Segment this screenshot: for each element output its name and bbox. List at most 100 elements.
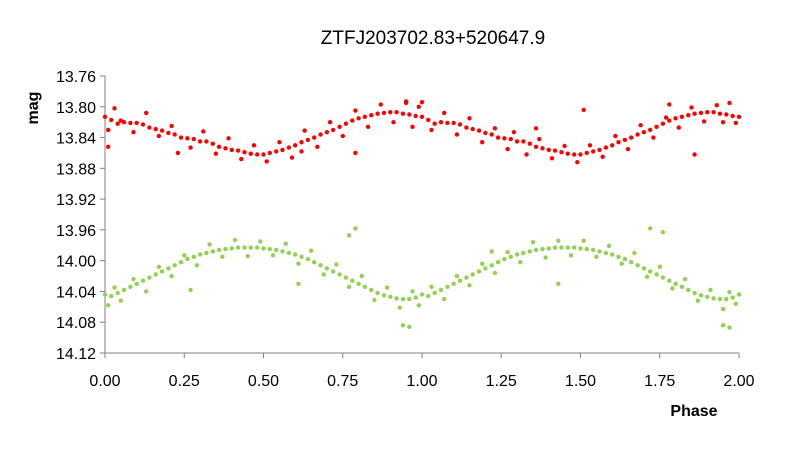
data-point (644, 274, 650, 279)
data-point (213, 151, 219, 156)
data-point (166, 266, 171, 271)
data-point (102, 114, 108, 120)
data-point (147, 125, 152, 130)
data-point (572, 152, 577, 157)
data-point (106, 303, 111, 308)
data-point (410, 289, 415, 294)
data-point (353, 108, 358, 113)
data-point (109, 293, 114, 299)
data-point (616, 140, 621, 145)
data-point (267, 246, 272, 252)
data-point (324, 266, 330, 271)
data-point (514, 252, 520, 257)
data-point (470, 272, 475, 277)
y-tick-label: 13.88 (56, 161, 96, 178)
data-point (365, 124, 371, 129)
data-point (445, 120, 450, 126)
data-point (280, 147, 285, 153)
data-point (610, 252, 615, 257)
data-point (568, 253, 574, 258)
data-point (619, 261, 624, 266)
data-point (565, 245, 570, 250)
data-point (372, 297, 377, 303)
data-point (705, 110, 710, 115)
data-point (280, 249, 285, 254)
data-point (188, 287, 193, 293)
data-point (600, 154, 605, 159)
data-point (128, 284, 133, 289)
data-point (397, 305, 402, 310)
data-point (267, 150, 272, 156)
data-point (426, 293, 431, 299)
data-point (207, 242, 212, 247)
data-point (419, 114, 425, 120)
data-point (229, 147, 234, 153)
data-point (720, 306, 726, 312)
data-point (178, 260, 184, 265)
data-point (648, 226, 653, 231)
data-point (115, 121, 120, 126)
data-point (736, 114, 742, 120)
data-point (109, 117, 114, 123)
data-point (540, 246, 545, 252)
data-point (235, 245, 241, 250)
data-point (540, 146, 545, 151)
data-point (537, 136, 542, 142)
data-point (714, 103, 719, 108)
data-point (391, 120, 396, 125)
data-point (654, 272, 659, 277)
data-point (587, 143, 593, 148)
data-point (730, 295, 735, 300)
data-point (679, 284, 685, 289)
data-point (692, 111, 697, 116)
data-point (521, 250, 526, 256)
data-point (156, 133, 162, 139)
data-point (134, 120, 139, 126)
x-tick-label: 2.00 (723, 373, 754, 390)
data-point (603, 145, 609, 150)
data-point (556, 281, 561, 286)
data-point (533, 126, 539, 131)
data-point (274, 149, 279, 154)
data-point (698, 110, 704, 116)
data-point (476, 269, 482, 274)
data-point (549, 156, 555, 161)
data-point (518, 260, 523, 265)
data-point (625, 146, 631, 152)
data-points (102, 99, 742, 330)
data-point (178, 135, 184, 140)
x-tick-label: 1.00 (406, 373, 437, 390)
data-point (261, 246, 266, 251)
data-point (616, 254, 621, 259)
data-point (654, 124, 659, 129)
data-point (356, 281, 361, 286)
data-point (144, 110, 149, 116)
data-point (727, 100, 732, 106)
data-point (419, 292, 425, 297)
data-point (546, 147, 551, 153)
data-point (140, 278, 146, 283)
data-point (489, 132, 494, 137)
data-point (293, 252, 298, 257)
data-point (102, 292, 108, 297)
data-point (346, 233, 352, 238)
data-point (321, 272, 326, 277)
data-point (128, 120, 133, 126)
data-point (283, 241, 288, 246)
data-point (657, 264, 662, 269)
y-tick-label: 13.92 (56, 192, 96, 209)
data-point (242, 245, 247, 250)
y-tick-label: 14.04 (56, 284, 96, 301)
data-point (438, 287, 444, 293)
data-point (635, 263, 640, 268)
data-point (381, 293, 387, 298)
y-tick-label: 13.80 (56, 100, 96, 117)
data-point (508, 254, 513, 259)
data-point (429, 284, 434, 289)
data-point (255, 245, 260, 250)
data-point (258, 239, 263, 244)
data-point (527, 249, 532, 254)
data-point (508, 136, 513, 142)
data-point (717, 296, 723, 302)
data-point (286, 250, 292, 256)
